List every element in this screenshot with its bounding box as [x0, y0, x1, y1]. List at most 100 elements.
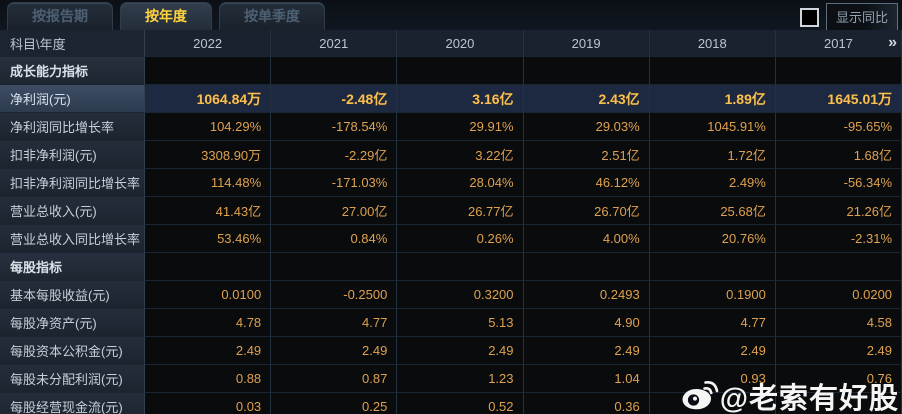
- show-yoy-button[interactable]: 显示同比: [825, 3, 898, 31]
- row-label: 基本每股收益(元): [0, 281, 145, 309]
- cell-2020: [397, 253, 524, 281]
- cell-2021: 0.25: [271, 393, 398, 414]
- cell-2019: 0.36: [523, 393, 650, 414]
- cell-2021: 0.87: [271, 365, 398, 393]
- cell-2018: 2.49: [649, 337, 776, 365]
- cell-2017: -95.65%: [775, 113, 902, 141]
- row-label: 扣非净利润同比增长率: [0, 169, 145, 197]
- cell-2018: 25.68亿: [649, 197, 776, 225]
- cell-2022: [145, 57, 272, 85]
- row-label: 每股未分配利润(元): [0, 365, 145, 393]
- cell-2021: -178.54%: [271, 113, 398, 141]
- row-label: 每股指标: [0, 253, 145, 281]
- table-row: 营业总收入同比增长率 53.46% 0.84% 0.26% 4.00% 20.7…: [0, 225, 902, 253]
- table-row: 每股未分配利润(元) 0.88 0.87 1.23 1.04 0.93 0.76: [0, 365, 902, 393]
- year-header-2017: 2017: [775, 30, 902, 57]
- cell-2018: 1045.91%: [649, 113, 776, 141]
- cell-2022: 4.78: [145, 309, 272, 337]
- year-header-2018: 2018: [649, 30, 776, 57]
- cell-2022: 0.88: [145, 365, 272, 393]
- cell-2019: 2.49: [523, 337, 650, 365]
- cell-2021: 0.84%: [271, 225, 398, 253]
- cell-2018: 1.72亿: [649, 141, 776, 169]
- row-label: 每股净资产(元): [0, 309, 145, 337]
- cell-2018: 0.1900: [649, 281, 776, 309]
- cell-2018: [649, 253, 776, 281]
- cell-2022: 104.29%: [145, 113, 272, 141]
- cell-2018: 0.93: [649, 365, 776, 393]
- cell-2022: 0.03: [145, 393, 272, 414]
- cell-2020: 29.91%: [397, 113, 524, 141]
- period-tabbar: 按报告期 按年度 按单季度 显示同比: [0, 0, 902, 31]
- cell-2020: 0.26%: [397, 225, 524, 253]
- cell-2020: 3.22亿: [397, 141, 524, 169]
- table-header-row: 科目\年度 2022 2021 2020 2019 2018 2017 »: [0, 30, 902, 57]
- cell-2019: 29.03%: [523, 113, 650, 141]
- show-yoy-checkbox[interactable]: [799, 7, 819, 27]
- cell-2020: 28.04%: [397, 169, 524, 197]
- cell-2021: -171.03%: [271, 169, 398, 197]
- cell-2020: 0.52: [397, 393, 524, 414]
- cell-2019: [523, 57, 650, 85]
- cell-2017: [775, 393, 902, 414]
- year-header-2021: 2021: [271, 30, 398, 57]
- cell-2019: 1.04: [523, 365, 650, 393]
- table-row: 扣非净利润同比增长率 114.48% -171.03% 28.04% 46.12…: [0, 169, 902, 197]
- cell-2017: 2.49: [775, 337, 902, 365]
- cell-2017: [775, 57, 902, 85]
- cell-2018: 20.76%: [649, 225, 776, 253]
- cell-2020: [397, 57, 524, 85]
- cell-2017: 1645.01万: [775, 85, 902, 113]
- cell-2019: 0.2493: [523, 281, 650, 309]
- row-label: 净利润(元): [0, 85, 145, 113]
- cell-2017: -56.34%: [775, 169, 902, 197]
- tab-yearly[interactable]: 按年度: [120, 2, 212, 30]
- cell-2021: -2.48亿: [271, 85, 398, 113]
- cell-2018: 1.89亿: [649, 85, 776, 113]
- table-row: 净利润(元) 1064.84万 -2.48亿 3.16亿 2.43亿 1.89亿…: [0, 85, 902, 113]
- table-body: 成长能力指标 净利润(元) 1064.84万 -2.48亿 3.16亿 2.43…: [0, 57, 902, 414]
- cell-2017: 4.58: [775, 309, 902, 337]
- yoy-controls: 显示同比: [799, 3, 898, 31]
- table-row: 每股指标: [0, 253, 902, 281]
- cell-2017: 0.0200: [775, 281, 902, 309]
- row-label: 每股资本公积金(元): [0, 337, 145, 365]
- cell-2021: -0.2500: [271, 281, 398, 309]
- more-years-icon[interactable]: »: [888, 34, 897, 51]
- cell-2019: 2.51亿: [523, 141, 650, 169]
- tab-single-quarter[interactable]: 按单季度: [219, 2, 325, 30]
- cell-2017: 0.76: [775, 365, 902, 393]
- cell-2021: 27.00亿: [271, 197, 398, 225]
- cell-2020: 3.16亿: [397, 85, 524, 113]
- cell-2021: 4.77: [271, 309, 398, 337]
- cell-2021: [271, 253, 398, 281]
- cell-2019: 26.70亿: [523, 197, 650, 225]
- table-row: 扣非净利润(元) 3308.90万 -2.29亿 3.22亿 2.51亿 1.7…: [0, 141, 902, 169]
- cell-2022: 41.43亿: [145, 197, 272, 225]
- cell-2021: 2.49: [271, 337, 398, 365]
- cell-2022: 0.0100: [145, 281, 272, 309]
- cell-2021: [271, 57, 398, 85]
- row-label: 净利润同比增长率: [0, 113, 145, 141]
- cell-2022: 114.48%: [145, 169, 272, 197]
- table-row: 每股经营现金流(元) 0.03 0.25 0.52 0.36: [0, 393, 902, 414]
- year-header-2020: 2020: [397, 30, 524, 57]
- table-row: 营业总收入(元) 41.43亿 27.00亿 26.77亿 26.70亿 25.…: [0, 197, 902, 225]
- cell-2020: 1.23: [397, 365, 524, 393]
- year-header-2019: 2019: [523, 30, 650, 57]
- cell-2021: -2.29亿: [271, 141, 398, 169]
- row-label: 营业总收入同比增长率: [0, 225, 145, 253]
- cell-2019: 4.00%: [523, 225, 650, 253]
- cell-2017: 1.68亿: [775, 141, 902, 169]
- table-row: 基本每股收益(元) 0.0100 -0.2500 0.3200 0.2493 0…: [0, 281, 902, 309]
- cell-2022: 2.49: [145, 337, 272, 365]
- financial-table: 科目\年度 2022 2021 2020 2019 2018 2017 » 成长…: [0, 30, 902, 414]
- cell-2019: [523, 253, 650, 281]
- cell-2018: [649, 393, 776, 414]
- table-row: 每股净资产(元) 4.78 4.77 5.13 4.90 4.77 4.58: [0, 309, 902, 337]
- cell-2022: 3308.90万: [145, 141, 272, 169]
- cell-2019: 4.90: [523, 309, 650, 337]
- tab-report-period[interactable]: 按报告期: [7, 2, 113, 30]
- table-row: 每股资本公积金(元) 2.49 2.49 2.49 2.49 2.49 2.49: [0, 337, 902, 365]
